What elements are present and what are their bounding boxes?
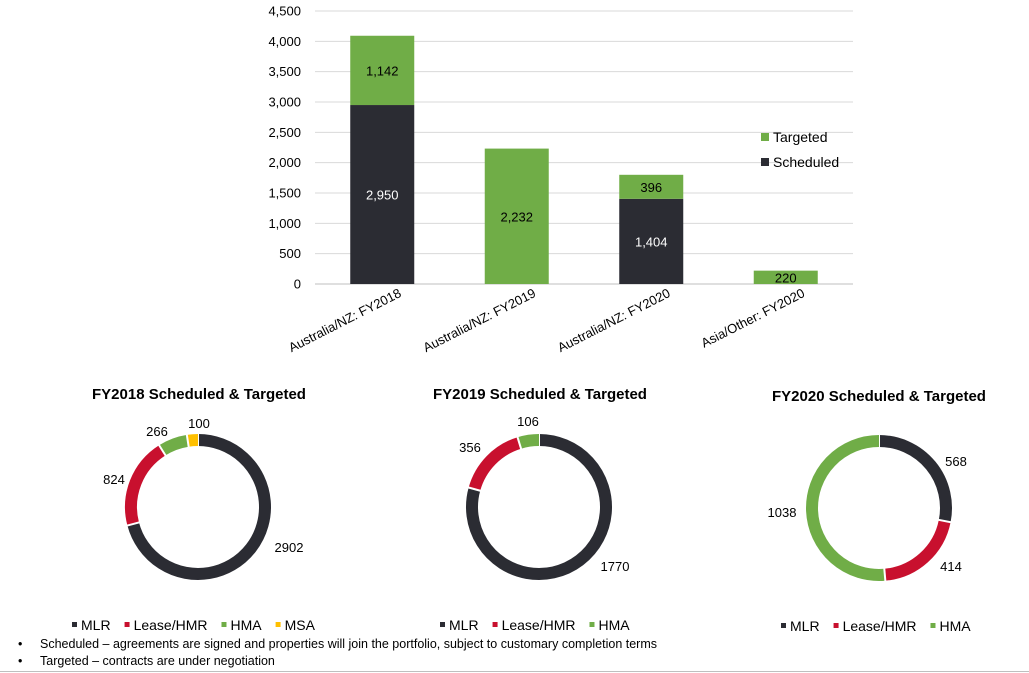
donut-slice-msa [186,434,199,447]
legend-label-lease-hmr: Lease/HMR [134,617,208,633]
legend-label-mlr: MLR [449,617,479,633]
x-category-label: Australia/NZ: FY2018 [286,285,404,355]
donut-data-label: 100 [188,416,210,431]
donut-slice-mlr [878,435,952,523]
legend-label-hma: HMA [598,617,630,633]
donut-slice-mlr [127,434,271,580]
legend-label-hma: HMA [939,618,971,634]
y-tick-label: 2,000 [268,155,301,170]
legend-label-hma: HMA [230,617,262,633]
bullet-icon: • [18,654,23,668]
donut-data-label: 356 [459,440,481,455]
legend-swatch-targeted [761,133,769,141]
legend-swatch-lease-hmr [833,623,839,628]
donut-slice-lease-hmr [468,437,522,491]
legend-swatch-mlr [72,622,77,627]
slice-separator [185,433,190,448]
donut-slice-mlr [466,434,612,580]
legend-swatch-mlr [781,623,786,628]
donut-slice-hma [806,435,886,581]
y-tick-label: 3,500 [268,64,301,79]
donut-data-label: 568 [945,454,967,469]
slice-separator [883,567,887,582]
legend-label-scheduled: Scheduled [773,154,839,170]
slice-separator [937,518,952,524]
legend-label-msa: MSA [285,617,316,633]
legend-swatch-hma [221,622,227,627]
bar-data-label: 2,950 [366,188,399,203]
donut-data-label: 1770 [601,559,630,574]
donut-data-label: 266 [146,424,168,439]
bar-scheduled [619,198,684,284]
y-tick-label: 4,500 [268,4,301,19]
bottom-rule [0,671,1029,672]
legend-swatch-hma [589,622,595,627]
donut-title: FY2020 Scheduled & Targeted [772,388,986,405]
slice-separator [467,486,482,492]
bar-data-label: 2,232 [500,209,533,224]
footnotes: • Scheduled – agreements are signed and … [18,636,657,670]
slice-separator [157,443,167,457]
bar-targeted [619,174,684,199]
footnote-scheduled-text: Scheduled – agreements are signed and pr… [40,637,657,651]
bar-data-label: 1,404 [635,234,668,249]
footnote-targeted-text: Targeted – contracts are under negotiati… [40,654,275,668]
bullet-icon: • [18,637,23,651]
footnote-scheduled: • Scheduled – agreements are signed and … [18,636,657,653]
donut-slice-hma [159,434,189,456]
legend-label-lease-hmr: Lease/HMR [843,618,917,634]
legend-label-lease-hmr: Lease/HMR [502,617,576,633]
donut-data-label: 106 [517,414,539,429]
y-tick-label: 4,000 [268,34,301,49]
slice-separator [516,435,523,450]
legend-swatch-lease-hmr [124,622,130,627]
bar-data-label: 396 [640,180,662,195]
donut-title: FY2019 Scheduled & Targeted [433,386,647,403]
bar-targeted [484,148,549,284]
x-category-label: Australia/NZ: FY2019 [421,285,539,355]
bar-data-label: 1,142 [366,63,399,78]
legend-label-targeted: Targeted [773,129,827,145]
legend-swatch-scheduled [761,158,769,166]
y-tick-label: 500 [279,246,301,261]
bar-data-label: 220 [775,270,797,285]
slice-separator [126,521,141,527]
y-tick-label: 0 [294,277,301,292]
x-category-label: Australia/NZ: FY2020 [555,285,673,355]
legend-swatch-msa [275,622,281,627]
bar-targeted [753,270,818,284]
legend-label-mlr: MLR [81,617,111,633]
donut-slice-hma [517,434,540,449]
donut-slice-lease-hmr [884,519,951,581]
y-tick-label: 3,000 [268,95,301,110]
legend-swatch-mlr [440,622,445,627]
x-category-label: Asia/Other: FY2020 [699,285,808,350]
bar-targeted [350,35,415,106]
donut-data-label: 414 [940,559,962,574]
donut-title: FY2018 Scheduled & Targeted [92,386,306,403]
footnote-targeted: • Targeted – contracts are under negotia… [18,653,657,670]
donut-data-label: 824 [103,472,125,487]
y-tick-label: 1,000 [268,216,301,231]
y-tick-label: 1,500 [268,186,301,201]
donut-data-label: 2902 [275,540,304,555]
legend-swatch-lease-hmr [492,622,498,627]
bar-scheduled [350,105,415,285]
legend-label-mlr: MLR [790,618,820,634]
legend-swatch-hma [930,623,936,628]
donut-data-label: 1038 [768,505,797,520]
y-tick-label: 2,500 [268,125,301,140]
donut-slice-lease-hmr [125,445,166,526]
